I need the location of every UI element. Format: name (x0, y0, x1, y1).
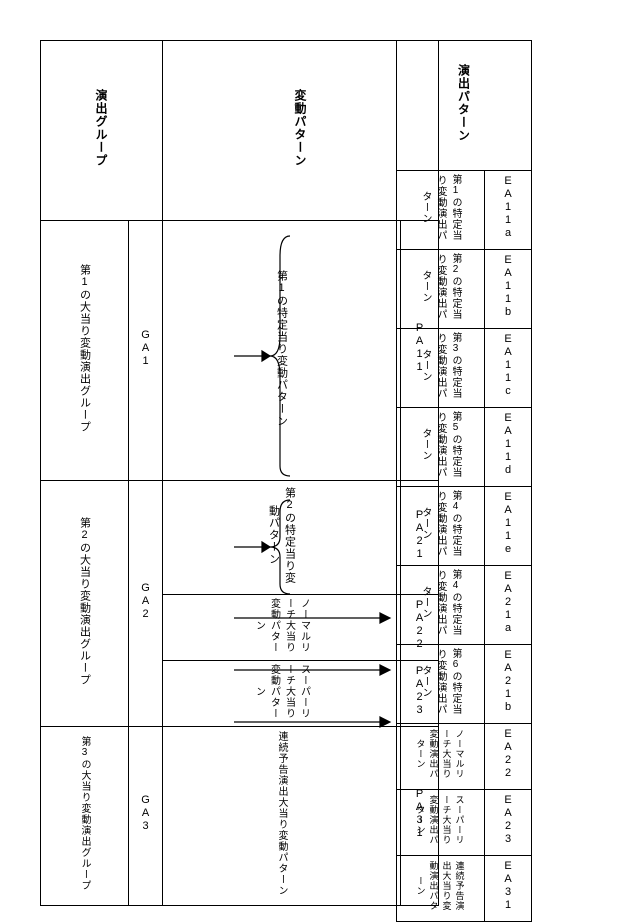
ea31-code-cell: EA31 (485, 856, 532, 922)
ea21a-label: 第4の特定当り変動演出パターン (418, 568, 463, 638)
ga2-label-cell: 第2の大当り変動演出グループ (41, 481, 129, 727)
ea11e-code-cell: EA11e (485, 487, 532, 566)
right-header-text: 演出パターン (456, 64, 473, 142)
ga1-label: 第1の大当り変動演出グループ (77, 264, 93, 433)
ga3-code: GA3 (140, 794, 152, 833)
ea11e-label-cell: 第4の特定当り変動演出パターン (397, 487, 485, 566)
ea11d-code: EA11d (502, 412, 514, 477)
ea11a-code: EA11a (502, 175, 514, 240)
ea31-code: EA31 (502, 860, 514, 912)
ea11d-label: 第5の特定当り変動演出パターン (418, 410, 463, 480)
left-header-group-text: 演出グループ (93, 89, 110, 167)
left-header-pattern-text: 変動パターン (292, 89, 309, 167)
ea11b-code: EA11b (502, 254, 514, 319)
ea23-label: スーパーリーチ大当り変動演出パターン (415, 792, 467, 849)
ea11b-label: 第2の特定当り変動演出パターン (418, 252, 463, 322)
left-table: 演出グループ 変動パターン 第1の大当り変動演出グループ GA1 第1の特定当り… (40, 40, 439, 906)
pa23-label-cell: スーパーリーチ大当り変動パターン (163, 661, 401, 727)
ga2-label: 第2の大当り変動演出グループ (77, 517, 93, 686)
ga1-label-cell: 第1の大当り変動演出グループ (41, 221, 129, 481)
ea22-label-cell: ノーマルリーチ大当り変動演出パターン (397, 724, 485, 790)
ea11a-label-cell: 第1の特定当り変動演出パターン (397, 171, 485, 250)
ea21a-code-cell: EA21a (485, 566, 532, 645)
pa31-label-cell: 連続予告演出大当り変動パターン (163, 727, 401, 906)
ga2-code: GA2 (140, 582, 152, 621)
ea11c-label: 第3の特定当り変動演出パターン (418, 331, 463, 401)
ea11a-code-cell: EA11a (485, 171, 532, 250)
ga1-code: GA1 (140, 329, 152, 368)
ea11c-label-cell: 第3の特定当り変動演出パターン (397, 329, 485, 408)
pa31-label: 連続予告演出大当り変動パターン (274, 731, 289, 896)
ea11d-code-cell: EA11d (485, 408, 532, 487)
ea11c-code-cell: EA11c (485, 329, 532, 408)
pa11-label: 第1の特定当り変動パターン (274, 270, 290, 427)
ea11d-label-cell: 第5の特定当り変動演出パターン (397, 408, 485, 487)
ea21b-code: EA21b (502, 649, 514, 714)
ea11b-code-cell: EA11b (485, 250, 532, 329)
right-table: 演出パターン 第1の特定当り変動演出パターン EA11a 第2の特定当り変動演出… (396, 40, 532, 922)
ga2-code-cell: GA2 (129, 481, 163, 727)
pa23-label: スーパーリーチ大当り変動パターン (252, 663, 312, 720)
ea22-code-cell: EA22 (485, 724, 532, 790)
ea11c-code: EA11c (502, 333, 514, 398)
ea11a-label: 第1の特定当り変動演出パターン (418, 173, 463, 243)
ea21b-label: 第6の特定当り変動演出パターン (418, 647, 463, 717)
ga3-label-cell: 第3の大当り変動演出グループ (41, 727, 129, 906)
ea11b-label-cell: 第2の特定当り変動演出パターン (397, 250, 485, 329)
ea23-code-cell: EA23 (485, 790, 532, 856)
left-header-group: 演出グループ (41, 41, 163, 221)
ea22-label: ノーマルリーチ大当り変動演出パターン (415, 726, 467, 783)
right-header: 演出パターン (397, 41, 532, 171)
ea23-code: EA23 (502, 794, 514, 846)
ea23-label-cell: スーパーリーチ大当り変動演出パターン (397, 790, 485, 856)
ga1-code-cell: GA1 (129, 221, 163, 481)
ga3-code-cell: GA3 (129, 727, 163, 906)
ga3-label: 第3の大当り変動演出グループ (77, 736, 92, 891)
pa11-label-cell: 第1の特定当り変動パターン (163, 221, 401, 481)
pa21-label-cell: 第2の特定当り変動パターン (163, 481, 401, 595)
pa22-label-cell: ノーマルリーチ大当り変動パターン (163, 595, 401, 661)
ea31-label: 連続予告演出大当り変動演出パターン (415, 858, 467, 915)
ea21b-code-cell: EA21b (485, 645, 532, 724)
pa22-label: ノーマルリーチ大当り変動パターン (252, 597, 312, 654)
ea21a-code: EA21a (502, 570, 514, 635)
ea11e-code: EA11e (502, 491, 514, 556)
ea21b-label-cell: 第6の特定当り変動演出パターン (397, 645, 485, 724)
ea31-label-cell: 連続予告演出大当り変動演出パターン (397, 856, 485, 922)
pa21-label: 第2の特定当り変動パターン (266, 485, 298, 585)
ea22-code: EA22 (502, 728, 514, 780)
ea21a-label-cell: 第4の特定当り変動演出パターン (397, 566, 485, 645)
ea11e-label: 第4の特定当り変動演出パターン (418, 489, 463, 559)
